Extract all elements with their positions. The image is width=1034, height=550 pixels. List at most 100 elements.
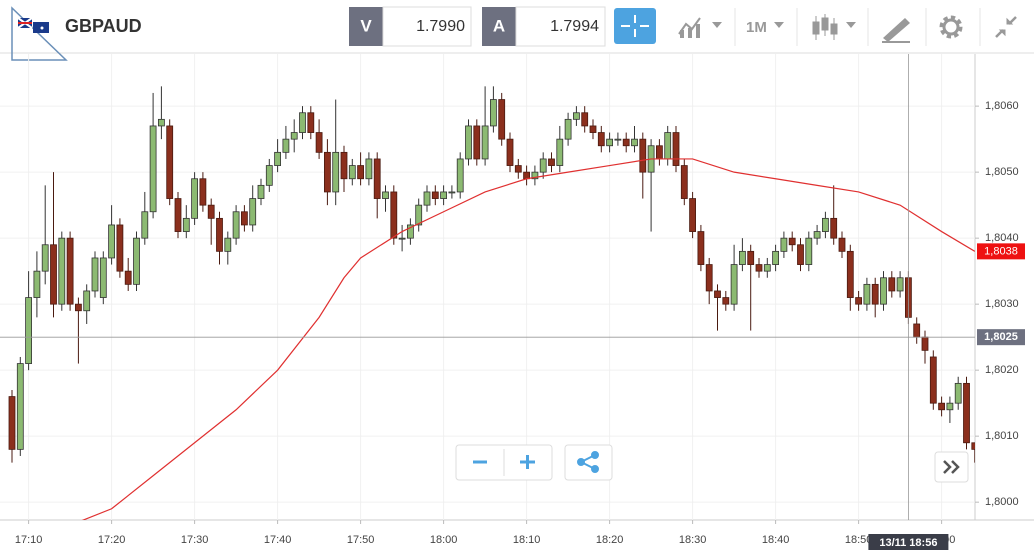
candle-body [16, 363, 24, 450]
candle-body [763, 264, 771, 272]
x-tick-label: 17:30 [181, 534, 209, 546]
candle-body [523, 171, 530, 180]
y-tick-label: 1,8060 [985, 100, 1019, 112]
ask-price: 1.7994 [550, 18, 599, 35]
candle-body [888, 277, 896, 292]
crosshair-icon [621, 15, 649, 37]
candle-body [639, 138, 647, 173]
candle-body [631, 138, 638, 147]
candle-body [855, 297, 862, 305]
candle-body [191, 178, 199, 219]
candle-body [656, 145, 663, 160]
share-icon [577, 451, 599, 473]
candle-body [448, 191, 456, 194]
ask-button[interactable] [482, 7, 516, 46]
candle-body [157, 118, 165, 127]
candle-body [282, 138, 290, 153]
x-tick-label: 17:10 [15, 534, 43, 546]
candle-body [166, 125, 174, 199]
candle-body [25, 297, 33, 364]
draw-button[interactable] [882, 18, 910, 43]
settings-button[interactable] [939, 15, 963, 39]
moving-average [81, 158, 975, 520]
candle-body [41, 244, 49, 272]
ask-box [515, 6, 606, 47]
candle-body [971, 442, 975, 450]
candle-body [498, 99, 506, 140]
candle-body [473, 125, 481, 160]
candle-body [573, 112, 580, 120]
x-tick-label: 18:10 [513, 534, 541, 546]
crosshair-button[interactable] [614, 8, 656, 44]
zoom-in-button[interactable] [520, 455, 535, 469]
x-tick-label: 17:20 [98, 534, 126, 546]
candle-body [755, 264, 763, 272]
x-tick-label: 18:00 [430, 534, 458, 546]
candle-body [672, 132, 680, 166]
dropdown-arrow [774, 22, 784, 28]
timeframe[interactable]: 1M [746, 19, 767, 36]
candle-body [805, 237, 813, 265]
candle-body [398, 237, 406, 240]
candle-body [33, 270, 41, 298]
candle-body [730, 264, 738, 305]
scroll-end-icon [943, 460, 960, 474]
candle-body [431, 191, 439, 199]
candle-body [705, 264, 713, 292]
candle-body [149, 125, 157, 213]
share-button[interactable] [564, 444, 613, 481]
candle-body [373, 158, 381, 199]
ask-label: A [493, 16, 505, 35]
candle-body [813, 231, 821, 239]
chart-type-button[interactable] [678, 17, 722, 38]
candle-body [340, 151, 348, 180]
y-tick-label: 1,8010 [985, 430, 1019, 442]
candle-body [846, 250, 854, 298]
candle-body [946, 402, 954, 411]
x-tick-label: 18:50 [845, 534, 873, 546]
candle-body [747, 250, 755, 265]
candle-body [249, 198, 257, 226]
collapse-button[interactable] [995, 16, 1017, 38]
candle-body [938, 402, 945, 411]
bid-label: V [360, 16, 372, 35]
candle-body [390, 191, 398, 239]
candle-body [216, 217, 223, 252]
symbol: GBPAUD [65, 16, 142, 36]
candle-body [722, 297, 730, 305]
corner-mark [11, 6, 68, 61]
candle-body [274, 151, 282, 166]
y-tick-label: 1,8020 [985, 364, 1019, 376]
candle-body [822, 217, 829, 232]
candle-body [108, 224, 115, 259]
candle-body [896, 277, 904, 292]
candle-body [99, 257, 107, 298]
candle-body [838, 237, 846, 252]
candle-body [290, 132, 298, 140]
candle-body [739, 250, 746, 265]
candle-body [589, 125, 597, 133]
x-tick-label: 17:40 [264, 534, 292, 546]
candle-type-button[interactable] [812, 14, 856, 40]
x-tick-label: 18:30 [679, 534, 707, 546]
candle-body [141, 211, 149, 239]
candle-body [116, 224, 124, 272]
bid-button[interactable] [349, 7, 383, 46]
candle-body [265, 165, 273, 186]
crosshair-time-label: 13/11 18:56 [879, 537, 937, 549]
candle-body [257, 184, 265, 199]
candle-body [465, 125, 472, 160]
candle-body [348, 165, 356, 180]
candle-body [299, 112, 306, 133]
price-marker [977, 243, 1025, 260]
candle-body [780, 237, 788, 252]
crosshair-price-box [977, 329, 1025, 346]
candle-body [83, 290, 91, 312]
candle-body [8, 396, 16, 450]
candle-body [50, 244, 57, 305]
bid-price: 1.7990 [416, 18, 465, 35]
candle-body [75, 303, 82, 312]
candle-body [929, 356, 937, 404]
candle-body [66, 237, 74, 305]
